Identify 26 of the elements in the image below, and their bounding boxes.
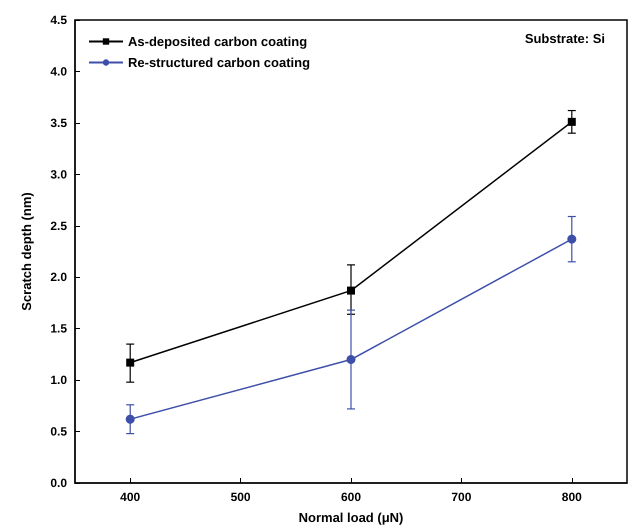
y-tick-label: 3.5 bbox=[50, 116, 68, 130]
x-tick-label: 400 bbox=[120, 490, 141, 504]
x-tick-label: 500 bbox=[230, 490, 251, 504]
point bbox=[346, 355, 356, 364]
legend-label: Re-structured carbon coating bbox=[128, 55, 310, 70]
y-tick-label: 2.0 bbox=[50, 270, 68, 284]
y-tick-label: 4.5 bbox=[50, 13, 68, 27]
point bbox=[126, 358, 134, 367]
y-tick-label: 1.5 bbox=[50, 322, 68, 336]
y-tick-label: 4.0 bbox=[50, 64, 68, 78]
x-axis-title: Normal load (μN) bbox=[298, 510, 404, 525]
x-tick-label: 700 bbox=[451, 490, 472, 504]
point bbox=[126, 414, 135, 424]
point bbox=[347, 286, 355, 295]
y-tick-label: 1.0 bbox=[50, 373, 68, 388]
annotation: Substrate: Si bbox=[524, 31, 606, 46]
y-axis-title: Scratch depth (nm) bbox=[19, 192, 34, 311]
x-tick-label: 800 bbox=[562, 490, 582, 504]
point bbox=[568, 118, 576, 126]
x-tick-label: 600 bbox=[340, 490, 362, 504]
y-tick-label: 2.5 bbox=[50, 218, 68, 233]
y-tick-label: 0.0 bbox=[50, 476, 68, 490]
y-tick-label: 0.5 bbox=[50, 424, 68, 439]
point bbox=[567, 234, 576, 244]
y-tick-label: 3.0 bbox=[50, 167, 68, 182]
legend-label: As-deposited carbon coating bbox=[128, 34, 308, 49]
